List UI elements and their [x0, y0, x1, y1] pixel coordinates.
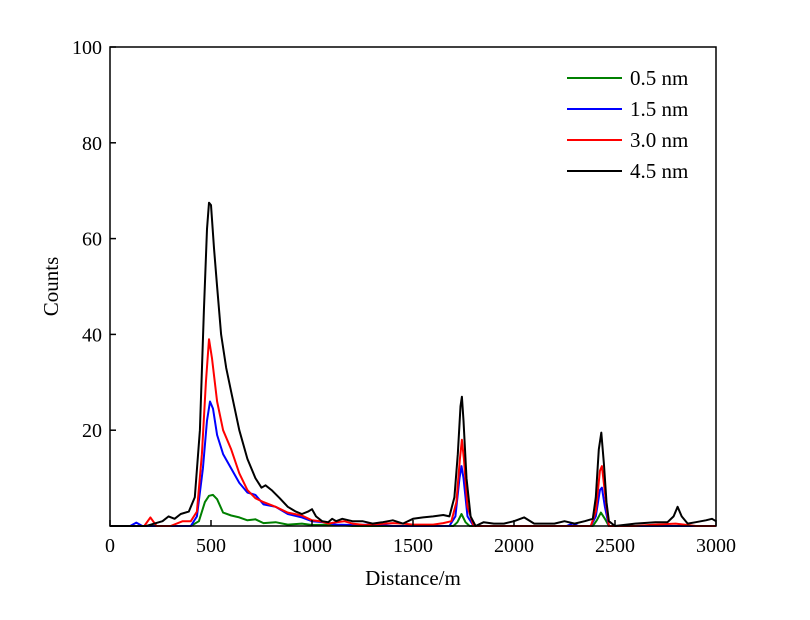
- x-tick-label: 2500: [595, 535, 635, 557]
- series-line-3: [110, 338, 716, 527]
- series-lines: [110, 201, 717, 527]
- x-tick-label: 500: [196, 535, 226, 557]
- y-tick-label: 20: [82, 420, 102, 442]
- y-axis-title: Counts: [39, 257, 63, 317]
- y-tick-label: 60: [82, 229, 102, 251]
- y-tick-label: 80: [82, 133, 102, 155]
- x-tick-label: 3000: [696, 535, 736, 557]
- x-tick-label: 1000: [292, 535, 332, 557]
- series-line-4: [110, 201, 717, 527]
- legend-label-1: 0.5 nm: [630, 66, 688, 90]
- y-tick-label: 100: [72, 37, 102, 59]
- axis-ticks: 0 500 1000 1500 2000 2500 3000 20 40 60 80 100: [72, 37, 736, 557]
- x-tick-label: 0: [105, 535, 115, 557]
- legend-label-2: 1.5 nm: [630, 97, 688, 121]
- legend: 0.5 nm 1.5 nm 3.0 nm 4.5 nm: [567, 66, 688, 183]
- x-axis-title: Distance/m: [365, 566, 461, 590]
- x-tick-label: 1500: [393, 535, 433, 557]
- x-tick-label: 2000: [494, 535, 534, 557]
- legend-label-4: 4.5 nm: [630, 159, 688, 183]
- legend-label-3: 3.0 nm: [630, 128, 688, 152]
- y-tick-label: 40: [82, 324, 102, 346]
